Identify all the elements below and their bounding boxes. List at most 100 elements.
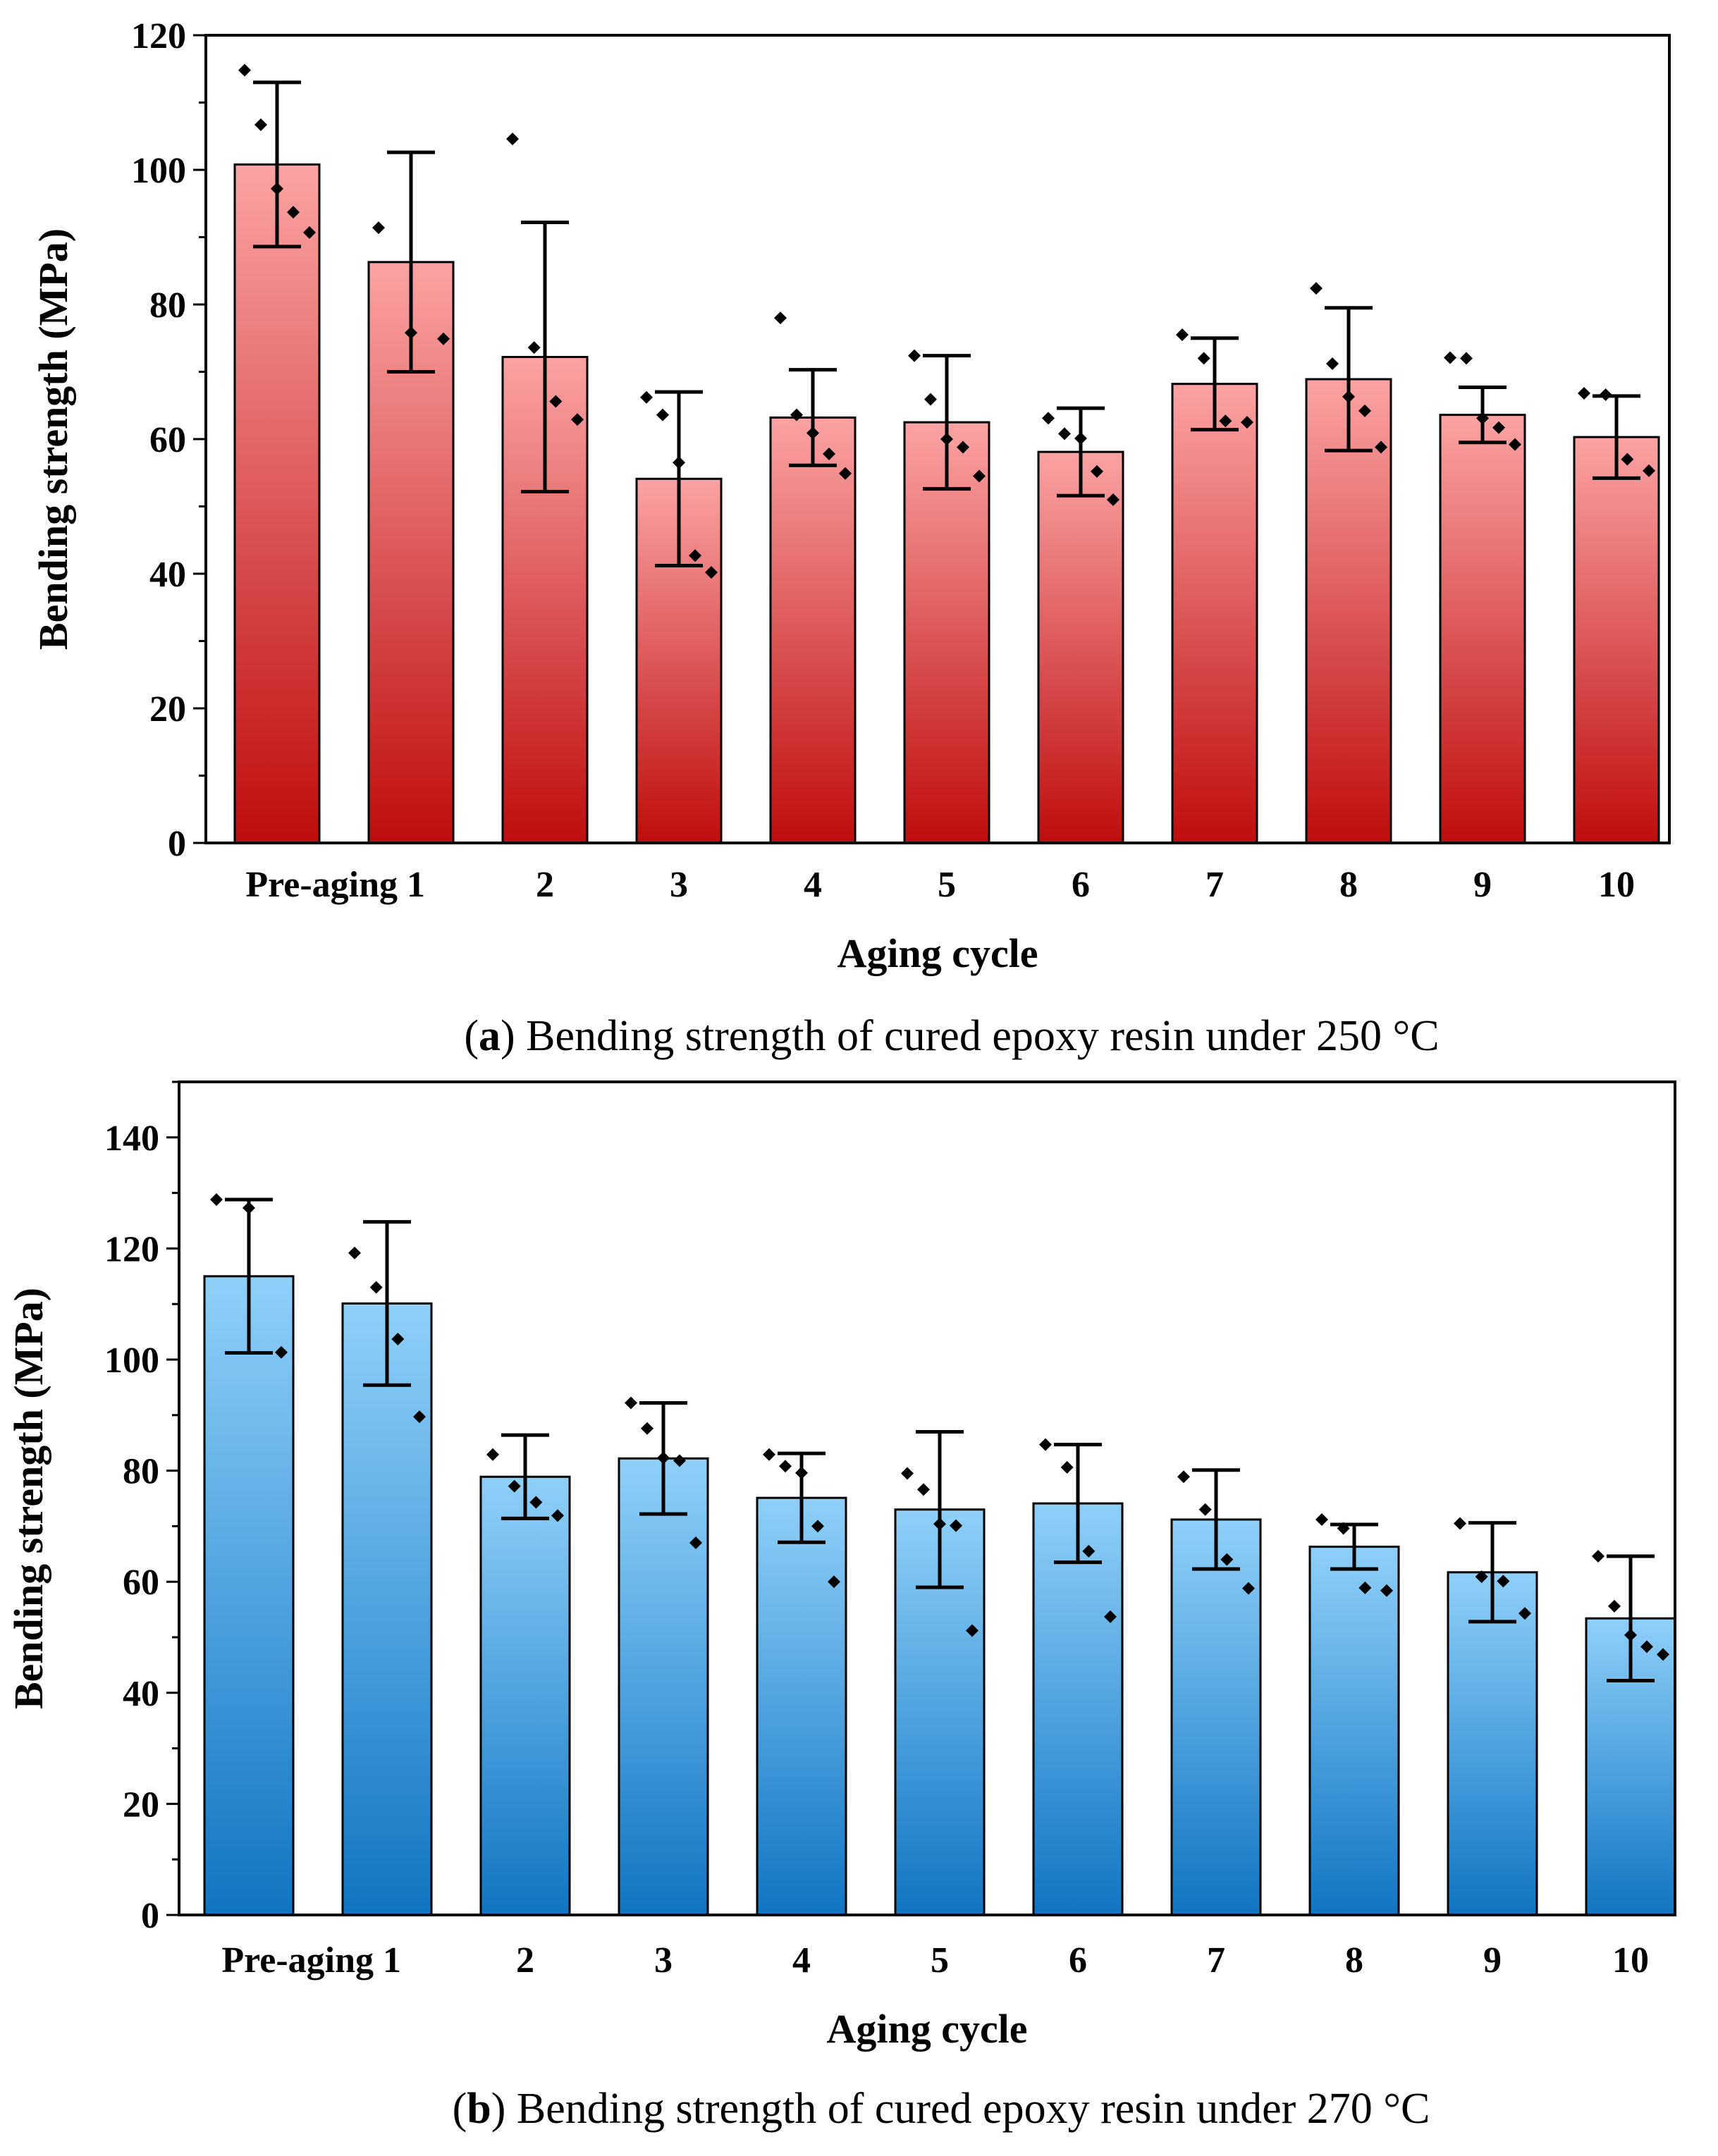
data-point-a-5-1: [924, 393, 937, 406]
error-bar-b-5: [916, 1429, 964, 1589]
bar-a-6: [1037, 450, 1124, 844]
x-tick-label-a-1: 2: [536, 865, 554, 905]
data-point-a-2-3: [571, 413, 584, 426]
error-bars-a: [253, 80, 1640, 568]
y-tick-label-a-0: 0: [168, 824, 186, 864]
data-point-a-Pre-aging-4: [303, 226, 316, 239]
data-point-a-4-1: [790, 408, 803, 421]
data-point-b-10-3: [1640, 1640, 1653, 1653]
y-tick-label-b-140: 140: [104, 1119, 159, 1159]
y-tick-label-a-100: 100: [131, 151, 186, 191]
data-point-a-10-0: [1578, 387, 1590, 400]
data-point-b-Pre-aging-1: [243, 1201, 255, 1214]
data-point-b-8-0: [1315, 1513, 1328, 1526]
data-point-a-2-2: [549, 395, 563, 408]
error-bar-b-9: [1468, 1521, 1516, 1624]
data-point-b-2-3: [551, 1509, 564, 1522]
data-point-a-6-3: [1091, 464, 1103, 478]
data-point-b-8-1: [1337, 1522, 1350, 1535]
data-point-a-5-3: [957, 441, 969, 454]
data-point-a-2-0: [506, 133, 519, 146]
bar-a-10: [1573, 436, 1660, 844]
error-bar-b-8: [1330, 1522, 1378, 1571]
x-tick-label-a-6: 7: [1205, 865, 1224, 905]
bar-b-Pre-aging: [203, 1275, 295, 1916]
data-point-b-9-3: [1518, 1607, 1531, 1620]
x-tick-label-a-5: 6: [1072, 865, 1090, 905]
bar-b-6: [1032, 1502, 1124, 1916]
data-point-a-1-2: [437, 332, 450, 345]
data-point-a-6-1: [1058, 427, 1071, 441]
x-tick-label-a-3: 4: [804, 865, 822, 905]
data-point-b-3-1: [641, 1422, 654, 1435]
data-point-a-Pre-aging-3: [287, 206, 300, 219]
data-points-b: [210, 1193, 1669, 1661]
data-point-a-5-0: [908, 349, 921, 362]
data-point-a-8-4: [1375, 441, 1387, 454]
x-tick-label-a-0: Pre-aging 1: [245, 865, 425, 905]
data-point-a-3-0: [640, 390, 653, 404]
y-tick-label-b-120: 120: [104, 1229, 159, 1269]
data-point-b-Pre-aging-2: [275, 1345, 288, 1359]
data-point-a-7-2: [1219, 414, 1232, 428]
y-ticks-b: 0 20 40 60 80 100 120 140: [104, 1080, 179, 1936]
data-point-a-1-0: [372, 221, 385, 235]
data-point-b-10-0: [1592, 1549, 1605, 1563]
caption-b-text: Bending strength of cured epoxy resin un…: [505, 2085, 1430, 2133]
error-bars-b: [225, 1197, 1655, 1682]
data-point-a-6-0: [1042, 412, 1055, 425]
data-point-a-4-2: [806, 426, 819, 440]
data-point-b-3-2: [657, 1451, 670, 1465]
data-point-b-9-1: [1475, 1570, 1488, 1584]
data-point-a-9-3: [1492, 421, 1505, 434]
data-point-a-9-2: [1476, 412, 1489, 425]
x-axis-title-a: Aging cycle: [837, 930, 1038, 976]
error-bar-a-5: [923, 354, 971, 491]
data-point-b-7-0: [1177, 1470, 1190, 1484]
data-points-a: [238, 63, 1655, 579]
x-tick-label-b-1: 2: [516, 1940, 534, 1981]
data-point-b-8-2: [1358, 1581, 1372, 1594]
error-bar-b-6: [1054, 1443, 1102, 1565]
data-point-b-8-3: [1380, 1584, 1393, 1597]
data-point-a-4-0: [774, 312, 787, 325]
data-point-b-2-0: [486, 1448, 499, 1461]
data-point-b-6-2: [1082, 1544, 1096, 1558]
data-point-b-1-0: [348, 1246, 361, 1259]
error-bar-b-7: [1192, 1468, 1240, 1571]
data-point-a-3-2: [673, 456, 685, 469]
y-tick-label-a-80: 80: [149, 285, 186, 326]
x-tick-label-a-2: 3: [670, 865, 688, 905]
plot-frame-a: [204, 34, 1671, 844]
bar-b-9: [1447, 1571, 1538, 1916]
x-tick-label-b-5: 6: [1069, 1940, 1087, 1981]
error-bar-a-10: [1593, 394, 1640, 480]
data-point-a-3-3: [689, 549, 701, 562]
data-point-a-5-2: [940, 433, 953, 445]
data-point-a-7-3: [1241, 416, 1253, 429]
error-bar-b-2: [501, 1433, 549, 1520]
y-tick-label-a-40: 40: [149, 555, 186, 595]
chart-panel-a: 0 20 40 60 80 100 120 Pre-aging 1 2 3 4 5 6 7 8 9 10 Ag…: [30, 16, 1671, 1060]
data-point-b-2-2: [529, 1496, 543, 1509]
data-point-a-Pre-aging-1: [254, 118, 267, 132]
bars-b: [203, 1275, 1676, 1916]
x-tick-label-a-8: 9: [1473, 865, 1492, 905]
error-bar-b-1: [363, 1220, 411, 1387]
data-point-a-10-2: [1621, 452, 1634, 466]
data-point-b-1-3: [413, 1410, 426, 1424]
data-point-b-1-1: [369, 1281, 383, 1294]
y-tick-label-b-100: 100: [104, 1341, 159, 1381]
x-tick-label-a-4: 5: [938, 865, 956, 905]
bar-b-7: [1170, 1518, 1262, 1916]
data-point-b-6-0: [1039, 1438, 1052, 1451]
data-point-b-4-2: [795, 1466, 808, 1479]
bar-b-1: [341, 1302, 433, 1916]
x-tick-label-b-7: 8: [1345, 1940, 1363, 1981]
x-tick-label-b-2: 3: [654, 1940, 673, 1981]
data-point-b-7-1: [1198, 1503, 1212, 1516]
data-point-a-8-2: [1342, 390, 1355, 403]
y-axis-title-a: Bending strength (MPa): [30, 228, 76, 650]
error-bar-a-4: [789, 368, 837, 467]
error-bar-a-3: [655, 390, 703, 568]
